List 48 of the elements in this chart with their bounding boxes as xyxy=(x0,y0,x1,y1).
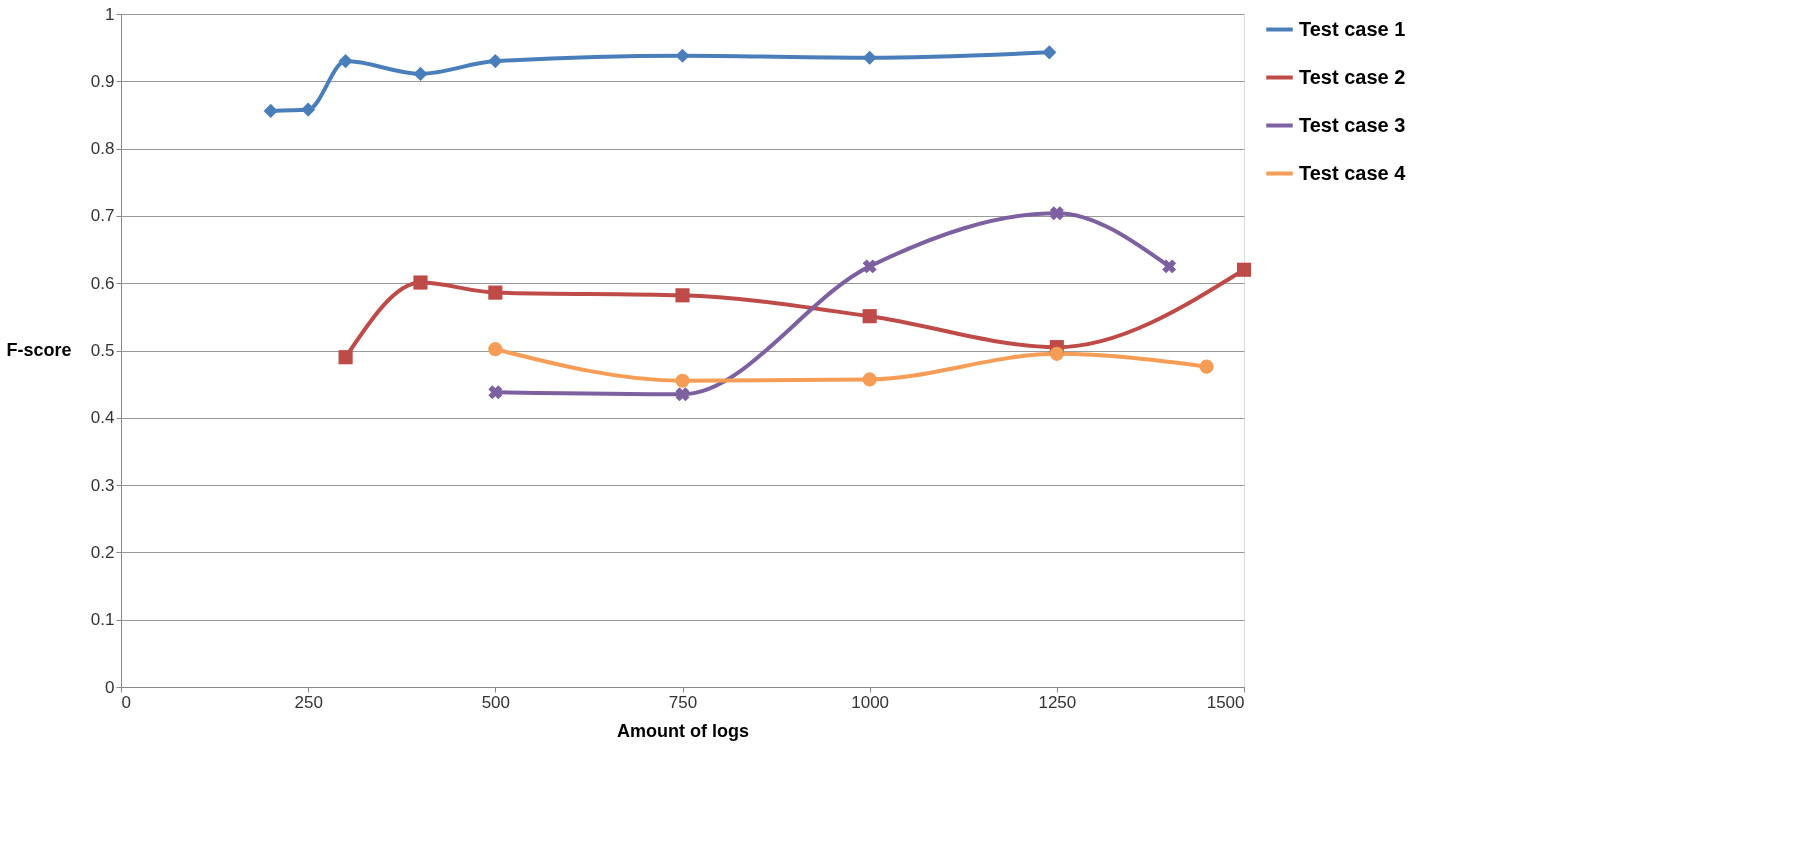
y-tick-label: 0.8 xyxy=(90,139,115,159)
x-tick-label: 750 xyxy=(668,692,698,712)
point xyxy=(1049,206,1064,221)
point xyxy=(675,48,690,63)
x-axis-title: Amount of logs xyxy=(617,720,749,741)
y-tick-label: 0.7 xyxy=(90,206,115,226)
point xyxy=(1162,259,1177,274)
x-tick-label: 0 xyxy=(121,692,131,712)
x-tick-label: 250 xyxy=(294,692,323,712)
y-axis-title: F-score xyxy=(6,339,72,360)
y-tick-label: 0.3 xyxy=(90,475,115,495)
point xyxy=(413,275,428,290)
point xyxy=(488,385,503,400)
point xyxy=(301,102,316,117)
x-tick-label: 1000 xyxy=(851,692,890,712)
y-tick-label: 1 xyxy=(105,4,115,24)
point xyxy=(488,285,503,300)
point xyxy=(1049,346,1064,361)
point xyxy=(338,54,353,69)
point xyxy=(675,387,690,402)
point xyxy=(1042,45,1057,60)
point xyxy=(1199,359,1214,374)
y-tick-label: 0.5 xyxy=(90,341,115,360)
point xyxy=(862,259,877,274)
point xyxy=(488,54,503,69)
point xyxy=(862,372,877,387)
y-tick-label: 0.1 xyxy=(90,610,115,630)
point xyxy=(338,350,353,365)
point xyxy=(413,66,428,81)
x-tick-label: 500 xyxy=(481,692,511,712)
point xyxy=(263,103,278,118)
y-tick-label: 0 xyxy=(105,677,115,697)
y-tick-label: 0.6 xyxy=(90,273,115,293)
y-tick-label: 0.2 xyxy=(90,542,115,562)
legend-label: Test case 2 xyxy=(1299,65,1406,88)
legend-label: Test case 1 xyxy=(1299,17,1406,40)
x-tick-label: 1250 xyxy=(1038,692,1077,712)
point xyxy=(488,342,503,357)
point xyxy=(862,309,877,324)
y-tick-label: 0.9 xyxy=(90,71,115,91)
legend-label: Test case 4 xyxy=(1299,161,1407,184)
point xyxy=(675,373,690,388)
point xyxy=(675,288,690,303)
y-tick-label: 0.4 xyxy=(90,408,115,428)
legend-label: Test case 3 xyxy=(1299,113,1406,136)
point xyxy=(862,50,877,65)
x-tick-label: 1500 xyxy=(1206,692,1245,712)
point xyxy=(1236,262,1252,277)
